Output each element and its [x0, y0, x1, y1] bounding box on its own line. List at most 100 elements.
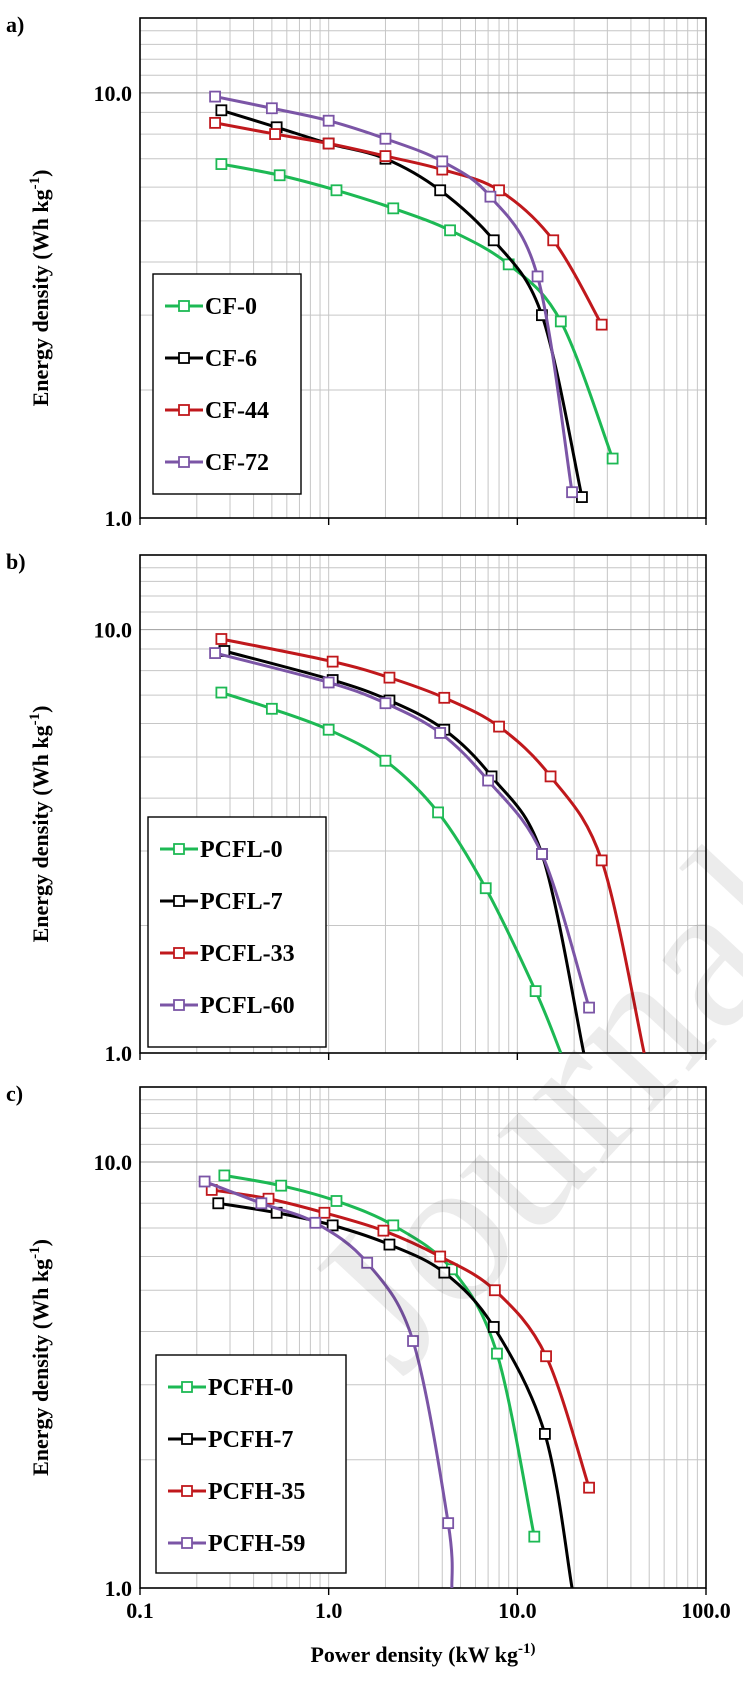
- legend-label: PCFH-35: [208, 1479, 305, 1505]
- legend-label: CF-0: [205, 294, 257, 320]
- data-point: [444, 224, 456, 237]
- legend-swatch-marker: [173, 843, 185, 855]
- data-point: [554, 315, 567, 328]
- data-point: [407, 1335, 419, 1347]
- series-PCFH-0: [218, 1169, 541, 1543]
- y-axis-title-main: Energy density (Wh kg: [28, 1259, 53, 1476]
- legend-label: CF-72: [205, 450, 269, 476]
- y-tick-label: 10.0: [94, 1150, 133, 1175]
- data-point: [215, 158, 228, 170]
- data-point: [265, 702, 278, 715]
- data-point: [479, 882, 492, 895]
- data-point: [330, 184, 343, 197]
- legend-swatch-marker: [173, 999, 185, 1011]
- data-point: [322, 676, 335, 689]
- data-point: [209, 647, 221, 659]
- data-point: [215, 104, 228, 117]
- data-point: [583, 1481, 595, 1494]
- data-point: [309, 1216, 322, 1229]
- data-point: [539, 1428, 551, 1440]
- data-point: [330, 1195, 343, 1207]
- plot-frame: [139, 17, 707, 519]
- series-CF-0: [215, 158, 619, 465]
- y-tick-label: 1.0: [105, 506, 133, 531]
- series-CF-72: [209, 90, 578, 499]
- data-point: [436, 155, 449, 168]
- series-PCFL-33: [215, 633, 646, 1053]
- data-point: [326, 655, 339, 668]
- data-point: [544, 770, 557, 783]
- data-point: [273, 169, 286, 182]
- data-point: [566, 486, 578, 499]
- y-axis-title-main: Energy density (Wh kg: [28, 725, 53, 942]
- data-point: [595, 318, 608, 331]
- data-point: [209, 90, 221, 103]
- data-point: [547, 234, 560, 247]
- data-point: [606, 452, 619, 465]
- legend-swatch-marker: [181, 1433, 193, 1445]
- legend-swatch-marker: [181, 1537, 193, 1549]
- data-point: [379, 754, 392, 767]
- data-point: [583, 1001, 595, 1014]
- data-point: [318, 1206, 331, 1219]
- series-PCFH-59: [198, 1175, 455, 1588]
- data-point: [484, 190, 497, 203]
- data-point: [265, 102, 278, 115]
- data-point: [379, 132, 392, 145]
- data-point: [215, 686, 228, 699]
- y-tick-label: 1.0: [105, 1041, 133, 1066]
- y-axis-title-sup: -1: [27, 713, 43, 726]
- data-point: [379, 150, 392, 162]
- x-tick-label: 1.0: [315, 1598, 343, 1623]
- gridlines: [140, 18, 706, 518]
- y-axis-title-end: ): [28, 706, 53, 713]
- legend-swatch-marker: [178, 404, 190, 416]
- legend-swatch-marker: [173, 895, 185, 907]
- legend: CF-0 CF-6 CF-44 CF-72: [152, 273, 302, 495]
- data-point: [493, 184, 505, 197]
- panel-label: c): [6, 1081, 23, 1106]
- data-point: [540, 1350, 552, 1363]
- x-tick-label: 100.0: [681, 1598, 731, 1623]
- plot-frame: [139, 554, 707, 1054]
- panel-label: a): [6, 12, 24, 37]
- legend-label: PCFL-0: [200, 837, 283, 863]
- series-PCFH-7: [212, 1197, 574, 1588]
- y-axis-title: Energy density (Wh kg-1): [27, 1239, 53, 1476]
- data-point: [255, 1197, 268, 1210]
- data-point: [269, 128, 281, 140]
- legend-swatch-marker: [178, 352, 190, 364]
- data-point: [212, 1197, 225, 1210]
- data-point: [322, 114, 335, 127]
- data-point: [434, 1250, 447, 1263]
- data-point: [536, 848, 548, 860]
- data-point: [275, 1179, 288, 1192]
- x-tick-label: 0.1: [126, 1598, 154, 1623]
- y-tick-label: 10.0: [94, 618, 133, 643]
- series-CF-44: [209, 116, 608, 331]
- legend: PCFL-0 PCFL-7 PCFL-33 PCFL-60: [147, 816, 327, 1048]
- data-point: [377, 1224, 390, 1237]
- y-tick-label: 10.0: [94, 81, 133, 106]
- y-axis-title: Energy density (Wh kg-1): [27, 170, 53, 407]
- x-axis-title-main: Power density (kW kg: [310, 1642, 518, 1667]
- series-PCFL-0: [215, 686, 563, 1053]
- legend-label: CF-44: [205, 398, 269, 424]
- legend-label: PCFH-0: [208, 1375, 293, 1401]
- x-tick-label: 10.0: [498, 1598, 537, 1623]
- x-axis-title-sup: -1): [518, 1641, 536, 1657]
- data-point: [209, 116, 221, 129]
- data-point: [322, 137, 335, 150]
- legend-label: CF-6: [205, 346, 257, 372]
- legend-swatch-marker: [178, 456, 190, 468]
- data-point: [383, 1238, 396, 1251]
- legend: PCFH-0 PCFH-7 PCFH-35 PCFH-59: [155, 1354, 347, 1574]
- legend-swatch-marker: [178, 300, 190, 312]
- data-point: [528, 1530, 541, 1543]
- data-point: [215, 633, 228, 645]
- legend-label: PCFL-7: [200, 889, 283, 915]
- data-point: [487, 234, 500, 247]
